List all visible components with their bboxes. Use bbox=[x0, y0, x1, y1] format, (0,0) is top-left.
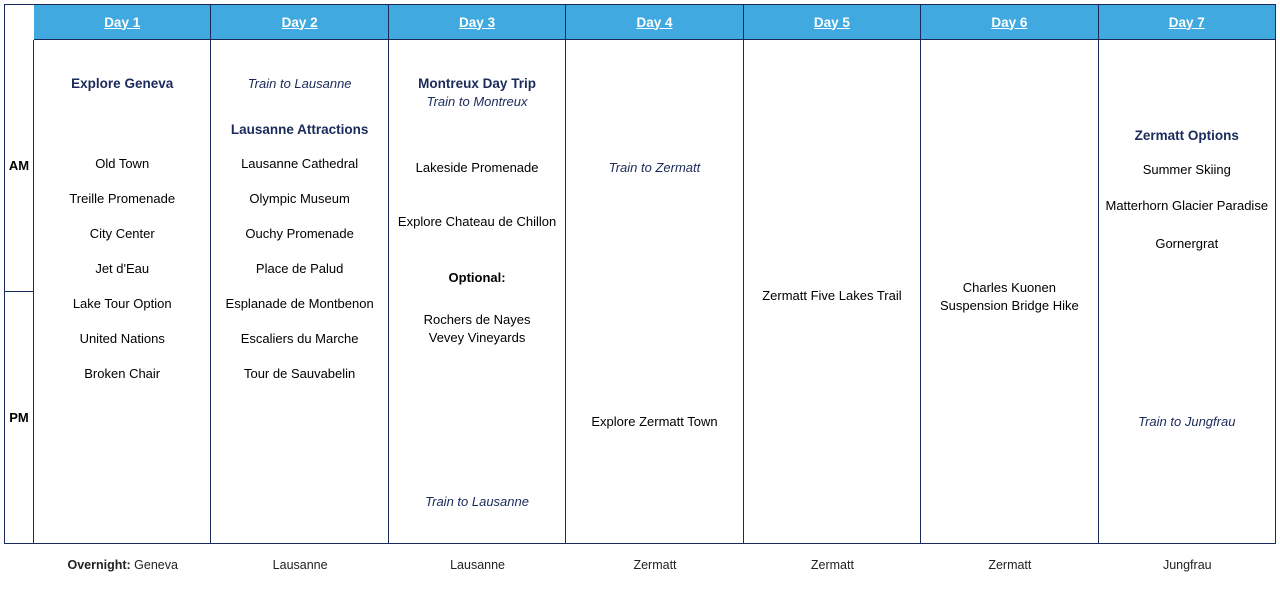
list-item: Matterhorn Glacier Paradise bbox=[1099, 198, 1275, 213]
day-column: Zermatt Five Lakes Trail bbox=[744, 40, 921, 544]
itinerary-table: Day 1 Day 2 Day 3 Day 4 Day 5 Day 6 Day … bbox=[4, 4, 1276, 576]
footer-spacer bbox=[4, 544, 34, 576]
list-item: Escaliers du Marche bbox=[211, 331, 387, 346]
day-title: Explore Geneva bbox=[34, 76, 210, 91]
overnight-cell: Zermatt bbox=[566, 554, 743, 576]
train-note: Train to Jungfrau bbox=[1099, 414, 1275, 429]
day-header: Day 3 bbox=[389, 4, 566, 40]
day-header: Day 2 bbox=[211, 4, 388, 40]
train-note: Train to Montreux bbox=[389, 94, 565, 109]
list-item: Explore Zermatt Town bbox=[566, 414, 742, 429]
list-item: Explore Chateau de Chillon bbox=[389, 214, 565, 229]
list-item: Lake Tour Option bbox=[34, 296, 210, 311]
corner-cell bbox=[4, 4, 34, 40]
list-item: Zermatt Five Lakes Trail bbox=[744, 288, 920, 303]
day-header: Day 1 bbox=[34, 4, 211, 40]
list-item: Treille Promenade bbox=[34, 191, 210, 206]
overnight-row: Overnight: Geneva Lausanne Lausanne Zerm… bbox=[34, 554, 1276, 576]
list-item: Lakeside Promenade bbox=[389, 160, 565, 175]
row-label-am: AM bbox=[4, 40, 34, 292]
table-body: Explore Geneva Old Town Treille Promenad… bbox=[34, 40, 1276, 544]
overnight-cell: Zermatt bbox=[744, 554, 921, 576]
train-note: Train to Lausanne bbox=[211, 76, 387, 91]
overnight-cell: Zermatt bbox=[921, 554, 1098, 576]
overnight-value: Geneva bbox=[134, 558, 178, 572]
list-item: United Nations bbox=[34, 331, 210, 346]
day-header: Day 7 bbox=[1099, 4, 1276, 40]
train-note: Train to Lausanne bbox=[389, 494, 565, 509]
day-header: Day 5 bbox=[744, 4, 921, 40]
day-column: Train to Zermatt Explore Zermatt Town bbox=[566, 40, 743, 544]
list-item: City Center bbox=[34, 226, 210, 241]
day-column: Montreux Day Trip Train to Montreux Lake… bbox=[389, 40, 566, 544]
list-item: Gornergrat bbox=[1099, 236, 1275, 251]
list-item: Old Town bbox=[34, 156, 210, 171]
list-item: Ouchy Promenade bbox=[211, 226, 387, 241]
activity-list: Old Town Treille Promenade City Center J… bbox=[34, 156, 210, 401]
day-column: Explore Geneva Old Town Treille Promenad… bbox=[34, 40, 211, 544]
overnight-label: Overnight: bbox=[67, 558, 130, 572]
day-column: Zermatt Options Summer Skiing Matterhorn… bbox=[1099, 40, 1276, 544]
overnight-cell: Lausanne bbox=[211, 554, 388, 576]
optional-heading: Optional: bbox=[389, 270, 565, 285]
row-label-pm: PM bbox=[4, 292, 34, 544]
list-item: Place de Palud bbox=[211, 261, 387, 276]
list-item: Charles Kuonen bbox=[921, 280, 1097, 295]
day-column: Train to Lausanne Lausanne Attractions L… bbox=[211, 40, 388, 544]
day-column: Charles Kuonen Suspension Bridge Hike bbox=[921, 40, 1098, 544]
list-item: Jet d'Eau bbox=[34, 261, 210, 276]
day-header: Day 6 bbox=[921, 4, 1098, 40]
list-item: Summer Skiing bbox=[1099, 162, 1275, 177]
train-note: Train to Zermatt bbox=[566, 160, 742, 175]
activity-list: Lausanne Cathedral Olympic Museum Ouchy … bbox=[211, 156, 387, 401]
list-item: Suspension Bridge Hike bbox=[921, 298, 1097, 313]
day-header: Day 4 bbox=[566, 4, 743, 40]
overnight-cell: Lausanne bbox=[389, 554, 566, 576]
day-title: Lausanne Attractions bbox=[211, 122, 387, 137]
overnight-cell: Overnight: Geneva bbox=[34, 554, 211, 576]
day-title: Zermatt Options bbox=[1099, 128, 1275, 143]
list-item: Tour de Sauvabelin bbox=[211, 366, 387, 381]
overnight-cell: Jungfrau bbox=[1099, 554, 1276, 576]
list-item: Esplanade de Montbenon bbox=[211, 296, 387, 311]
list-item: Broken Chair bbox=[34, 366, 210, 381]
list-item: Lausanne Cathedral bbox=[211, 156, 387, 171]
list-item: Vevey Vineyards bbox=[389, 330, 565, 345]
day-title: Montreux Day Trip bbox=[389, 76, 565, 91]
list-item: Rochers de Nayes bbox=[389, 312, 565, 327]
list-item: Olympic Museum bbox=[211, 191, 387, 206]
